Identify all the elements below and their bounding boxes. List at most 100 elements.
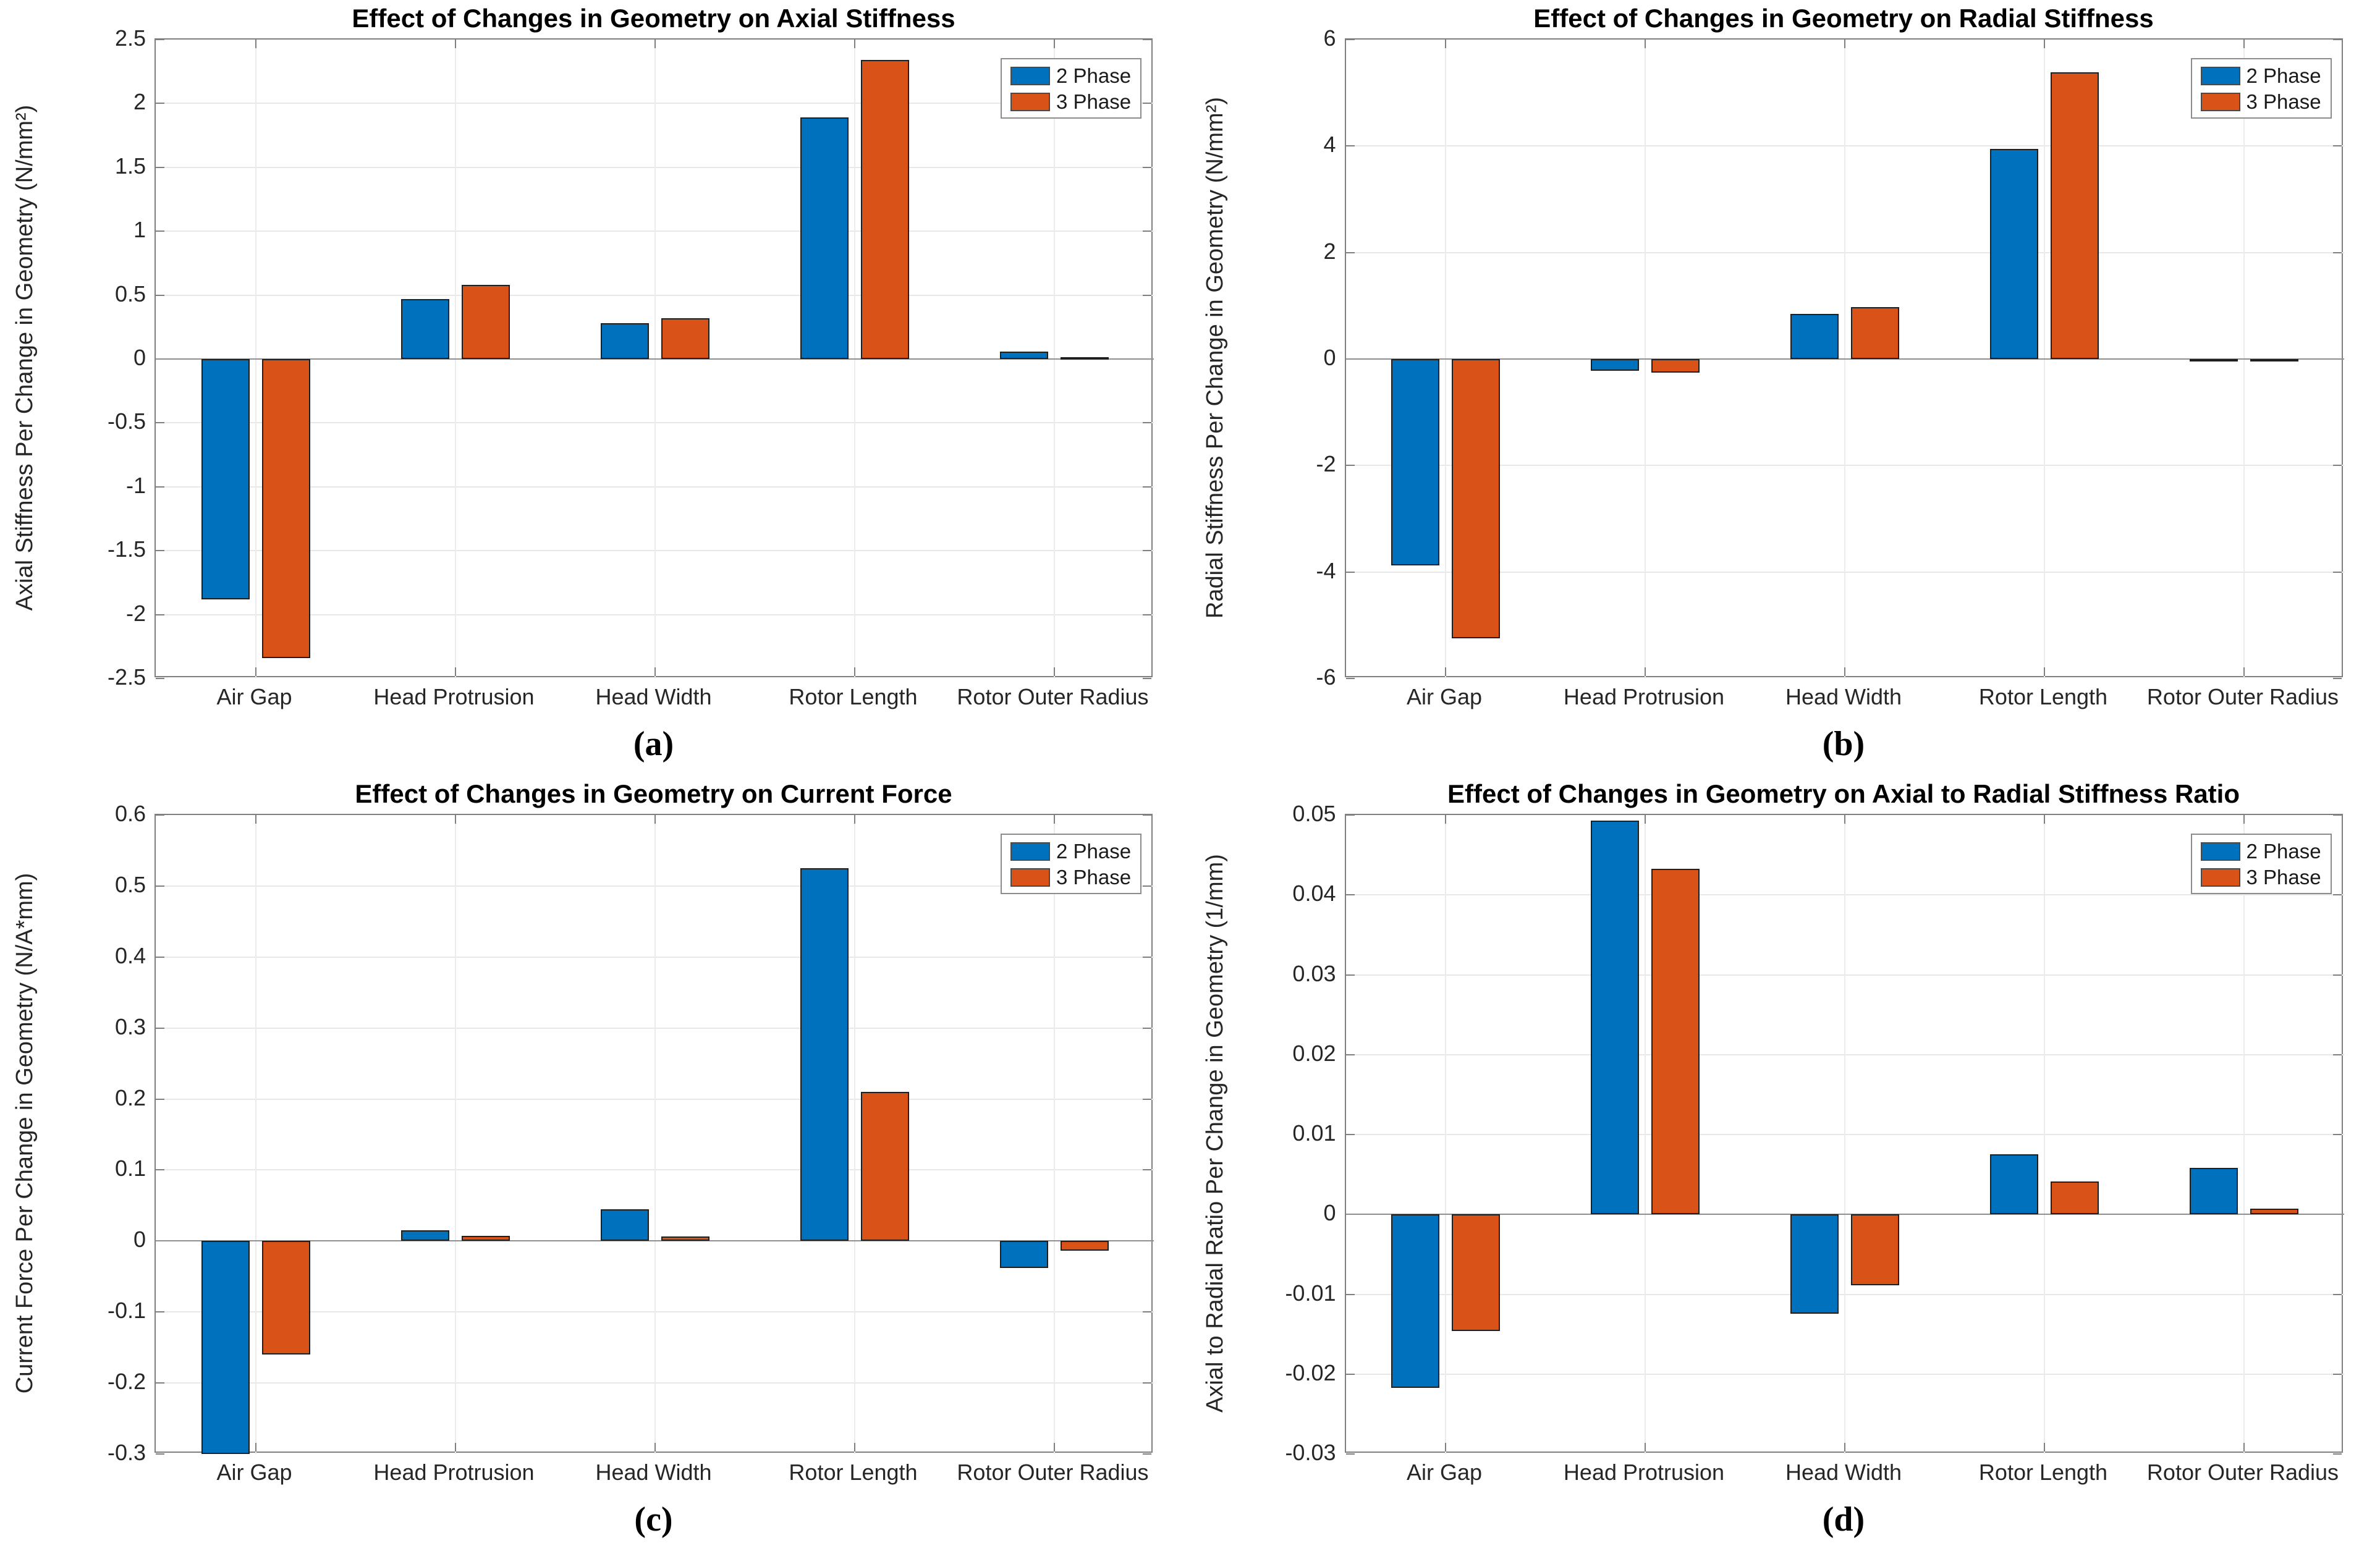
- y-tick-mark-left: [156, 614, 164, 615]
- x-tick-mark-bottom: [454, 1443, 456, 1452]
- y-tick-label: -2: [125, 600, 146, 626]
- x-gridline: [2044, 815, 2045, 1454]
- x-tick-mark-bottom: [1645, 1443, 1646, 1452]
- x-tick-label: Rotor Length: [789, 684, 918, 709]
- y-tick-mark-right: [1143, 678, 1151, 679]
- y-tick-mark-right: [1143, 1098, 1151, 1100]
- y-tick-label: 0.05: [1292, 801, 1336, 826]
- bar-2phase-head-width: [600, 1209, 649, 1241]
- y-tick-mark-right: [1143, 1311, 1151, 1313]
- y-tick-mark-left: [156, 1453, 164, 1455]
- bar-2phase-head-protrusion: [400, 1230, 449, 1241]
- x-tick-mark-top: [1445, 815, 1446, 824]
- bar-2phase-air-gap: [201, 359, 250, 599]
- bar-3phase-head-protrusion: [1651, 868, 1700, 1215]
- y-tick-mark-right: [1143, 103, 1151, 104]
- bar-3phase-head-width: [1851, 306, 1899, 359]
- bar-2phase-head-width: [1790, 1214, 1839, 1314]
- x-gridline: [654, 815, 656, 1454]
- bar-2phase-head-protrusion: [400, 298, 449, 359]
- bar-2phase-rotor-length: [800, 868, 849, 1241]
- x-tick-mark-bottom: [255, 1443, 256, 1452]
- y-tick-label: 0.5: [114, 281, 146, 306]
- legend-swatch-3phase: [2200, 868, 2240, 887]
- chart-panel-b: Effect of Changes in Geometry on Radial …: [1190, 0, 2380, 776]
- y-tick-mark-left: [1345, 465, 1355, 467]
- y-tick-mark-right: [2332, 571, 2342, 573]
- y-tick-label: 2.5: [114, 25, 146, 51]
- y-tick-mark-right: [2332, 1054, 2342, 1055]
- chart-title: Effect of Changes in Geometry on Axial S…: [352, 4, 955, 33]
- y-tick-mark-left: [156, 956, 164, 958]
- y-tick-label: -0.2: [107, 1369, 146, 1395]
- x-gridline: [1445, 815, 1446, 1454]
- y-tick-label: -1: [125, 472, 146, 498]
- x-tick-mark-top: [454, 40, 456, 48]
- bar-2phase-rotor-length: [1990, 148, 2038, 359]
- chart-panel-d: Effect of Changes in Geometry on Axial t…: [1190, 776, 2380, 1551]
- y-tick-mark-left: [156, 1311, 164, 1313]
- subfigure-caption: (d): [1822, 1500, 1865, 1539]
- x-tick-label: Head Width: [595, 1460, 712, 1485]
- x-tick-mark-top: [1844, 815, 1845, 824]
- legend: 2 Phase 3 Phase: [2190, 58, 2332, 119]
- x-tick-mark-bottom: [853, 667, 855, 676]
- y-tick-label: 0: [133, 345, 146, 370]
- bar-2phase-rotor-outer-radius: [999, 351, 1048, 359]
- x-tick-mark-top: [1053, 40, 1055, 48]
- x-tick-mark-top: [654, 815, 656, 824]
- y-tick-label: 0: [133, 1227, 146, 1253]
- y-tick-mark-right: [1143, 550, 1151, 552]
- y-tick-mark-left: [1345, 1453, 1355, 1455]
- y-tick-mark-left: [156, 166, 164, 168]
- y-tick-label: 0.2: [114, 1084, 146, 1110]
- y-tick-mark-right: [2332, 894, 2342, 896]
- legend-label: 2 Phase: [1056, 840, 1132, 863]
- y-tick-mark-left: [156, 1382, 164, 1384]
- x-tick-mark-bottom: [1445, 1443, 1446, 1452]
- y-tick-label: 0.02: [1292, 1040, 1336, 1066]
- x-tick-mark-top: [454, 815, 456, 824]
- y-tick-label: 1: [133, 217, 146, 243]
- x-tick-label: Rotor Length: [789, 1460, 918, 1485]
- y-tick-label: -0.03: [1285, 1440, 1336, 1465]
- y-tick-mark-left: [156, 103, 164, 104]
- y-tick-mark-right: [2332, 1453, 2342, 1455]
- x-tick-mark-top: [1053, 815, 1055, 824]
- x-tick-label: Head Protrusion: [1563, 684, 1725, 709]
- y-tick-label: -0.5: [107, 408, 146, 434]
- bar-3phase-head-width: [661, 1236, 709, 1241]
- legend-label: 3 Phase: [1056, 866, 1132, 889]
- y-tick-mark-left: [156, 678, 164, 679]
- y-tick-mark-right: [2332, 678, 2342, 679]
- plot-area: 2 Phase 3 Phase: [1344, 38, 2344, 679]
- x-tick-mark-bottom: [454, 667, 456, 676]
- legend-swatch-2phase: [1010, 67, 1050, 85]
- x-tick-mark-top: [1645, 815, 1646, 824]
- x-tick-mark-bottom: [2044, 1443, 2045, 1452]
- x-tick-mark-bottom: [853, 1443, 855, 1452]
- x-tick-mark-bottom: [255, 667, 256, 676]
- y-tick-label: -0.02: [1285, 1359, 1336, 1385]
- bar-3phase-head-width: [661, 318, 709, 359]
- x-tick-mark-bottom: [2243, 1443, 2245, 1452]
- x-tick-mark-top: [853, 40, 855, 48]
- x-tick-label: Rotor Outer Radius: [957, 684, 1149, 709]
- bar-3phase-air-gap: [261, 1241, 310, 1355]
- y-tick-label: -0.3: [107, 1440, 146, 1465]
- x-tick-mark-top: [853, 815, 855, 824]
- subfigure-caption: (b): [1822, 725, 1865, 763]
- legend-label: 2 Phase: [2246, 64, 2321, 87]
- legend-label: 3 Phase: [2246, 90, 2321, 113]
- legend: 2 Phase 3 Phase: [1001, 834, 1141, 894]
- legend-swatch-3phase: [1010, 868, 1050, 887]
- chart-title: Effect of Changes in Geometry on Radial …: [1533, 4, 2154, 33]
- y-tick-mark-right: [1143, 885, 1151, 887]
- y-tick-mark-left: [1345, 571, 1355, 573]
- x-tick-mark-bottom: [2243, 667, 2245, 676]
- x-gridline: [2243, 815, 2245, 1454]
- y-tick-mark-left: [1345, 814, 1355, 816]
- bar-2phase-head-protrusion: [1591, 821, 1639, 1215]
- x-tick-mark-top: [255, 40, 256, 48]
